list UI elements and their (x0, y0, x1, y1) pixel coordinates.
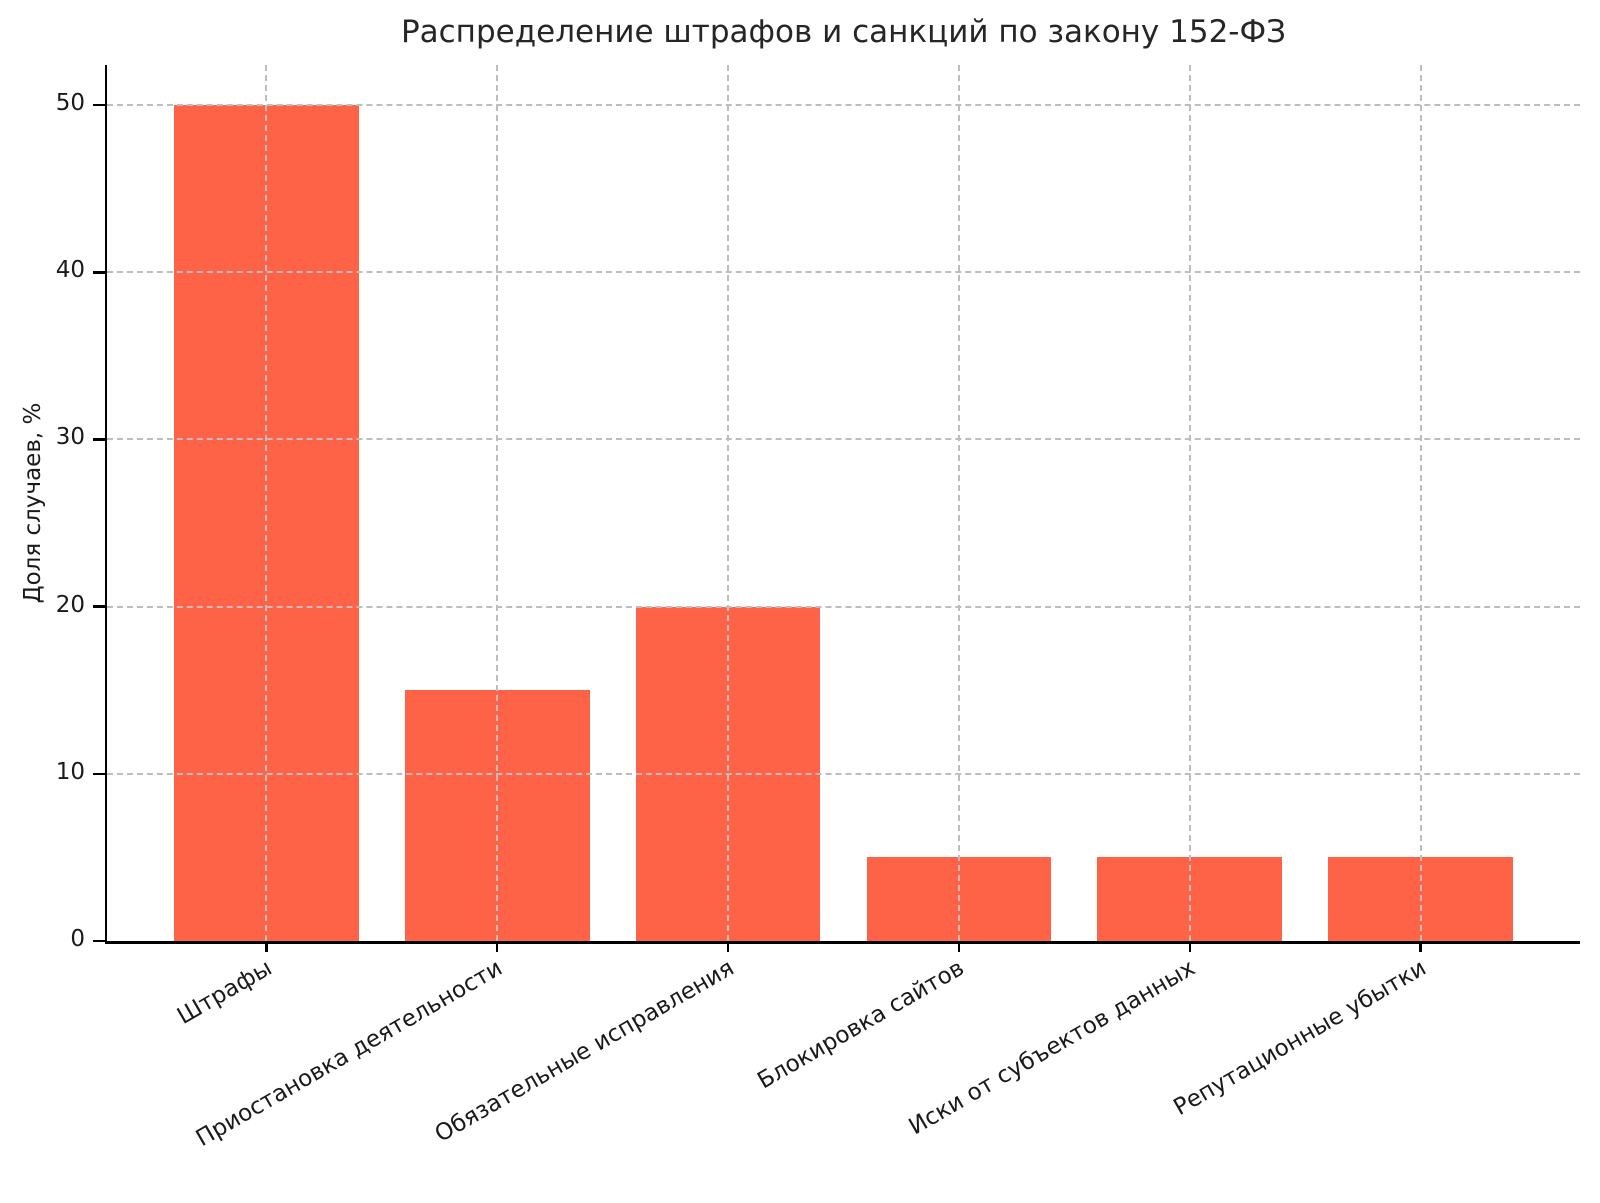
x-axis-tick (957, 941, 961, 952)
y-tick-label: 50 (55, 90, 85, 117)
x-axis-tick (1188, 941, 1192, 952)
y-tick-label: 10 (55, 758, 85, 785)
gridline-vertical (727, 65, 730, 941)
gridline-horizontal (107, 271, 1580, 274)
chart-title: Распределение штрафов и санкций по закон… (400, 14, 1287, 50)
plot-area: 0 10 20 30 40 50 Штрафы Приостановка деятельнос… (56, 65, 1580, 1152)
gridline-horizontal (107, 605, 1580, 608)
gridline-vertical (1419, 65, 1422, 941)
y-axis-spine (104, 65, 107, 941)
y-tick-label: 0 (70, 926, 85, 952)
y-axis-tick (93, 438, 105, 441)
gridline-vertical (496, 65, 499, 941)
y-tick-label: 30 (55, 424, 85, 451)
x-tick-label: Штрафы (172, 955, 277, 1030)
y-tick-label: 20 (55, 591, 85, 618)
gridline-vertical (957, 65, 960, 941)
x-axis-tick (495, 941, 499, 952)
gridline-horizontal (107, 772, 1580, 775)
x-tick-label: Репутационные убытки (1169, 955, 1431, 1121)
y-tick-label: 40 (55, 257, 85, 284)
gridline-horizontal (107, 438, 1580, 441)
y-axis-tick (93, 103, 105, 107)
gridline-horizontal (107, 104, 1580, 107)
gridline-vertical (1188, 65, 1191, 941)
y-axis-tick (93, 271, 105, 274)
x-axis-tick (265, 941, 268, 952)
y-axis-tick (93, 939, 105, 943)
y-axis-tick (93, 605, 105, 608)
x-axis-spine (104, 941, 1580, 944)
gridline-vertical (265, 65, 268, 941)
y-axis-tick (93, 772, 105, 776)
x-tick-label: Блокировка сайтов (753, 955, 969, 1095)
x-axis-tick (726, 941, 730, 952)
x-axis-tick (1419, 941, 1422, 952)
